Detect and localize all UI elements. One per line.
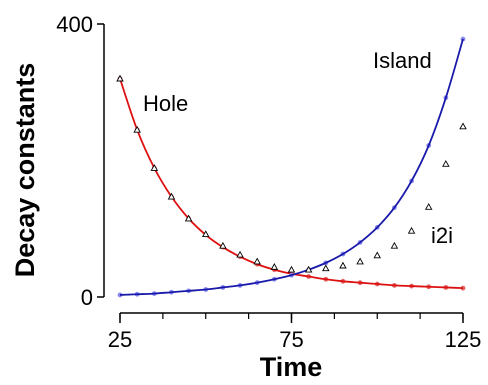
point-i2i — [304, 265, 313, 273]
point-i2i — [167, 192, 176, 200]
point-i2i — [150, 164, 159, 171]
annotation-hole: Hole — [143, 91, 188, 116]
point-i2i — [184, 214, 193, 222]
point-i2i — [201, 230, 210, 238]
point-i2i — [373, 251, 382, 259]
y-axis-title: Decay constants — [10, 63, 40, 278]
point-i2i — [459, 122, 467, 130]
series-i2i — [116, 74, 467, 273]
line-island — [119, 38, 464, 296]
series-layer — [116, 36, 467, 298]
point-i2i — [133, 125, 141, 133]
x-tick-label: 25 — [108, 327, 132, 352]
point-i2i — [339, 261, 347, 269]
point-i2i — [253, 257, 261, 265]
annotation-island: Island — [373, 48, 432, 73]
point-i2i — [287, 265, 296, 273]
point-i2i — [407, 226, 416, 234]
y-tick-label: 400 — [56, 12, 93, 37]
point-i2i — [116, 74, 124, 82]
point-i2i — [219, 241, 227, 249]
x-tick-label: 75 — [279, 327, 303, 352]
point-i2i — [322, 264, 330, 272]
y-tick-label: 0 — [81, 285, 93, 310]
x-tick-label: 125 — [445, 327, 482, 352]
point-i2i — [236, 250, 244, 258]
point-i2i — [390, 241, 399, 249]
x-axis-title: Time — [260, 352, 323, 382]
point-i2i — [424, 202, 433, 210]
point-i2i — [356, 257, 364, 265]
annotation-i2i: i2i — [431, 223, 453, 248]
axes: 0 400 25 75 125 — [56, 12, 481, 352]
point-island — [117, 292, 123, 298]
series-island — [117, 36, 466, 298]
point-i2i — [270, 263, 279, 270]
point-i2i — [442, 159, 450, 167]
